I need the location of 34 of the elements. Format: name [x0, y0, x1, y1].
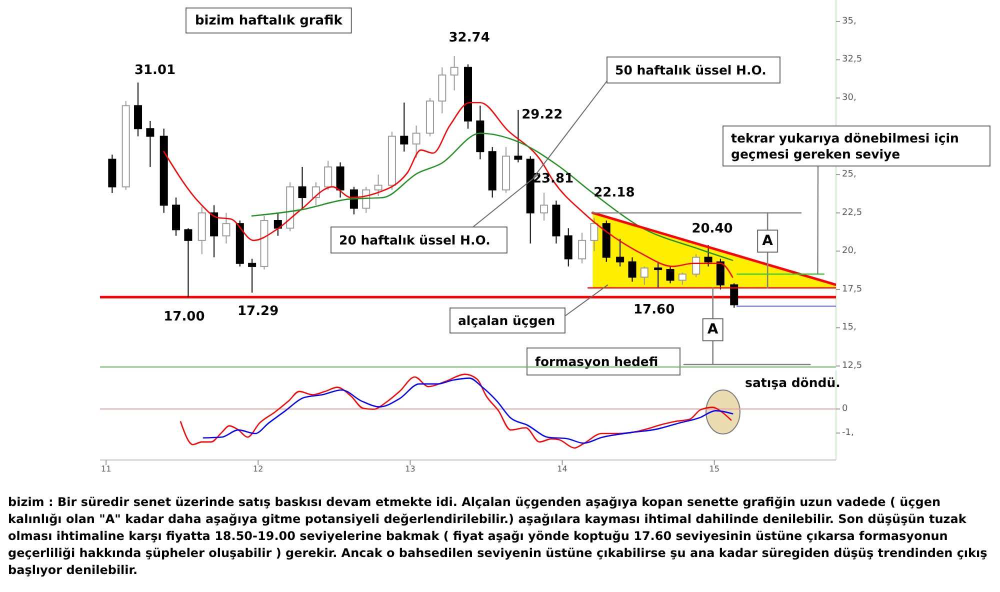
x-tick-label: 12: [253, 464, 264, 474]
annotation: 20.40: [692, 222, 733, 237]
y-tick-label: -1,: [842, 428, 854, 438]
annotation: 32.74: [448, 30, 490, 46]
x-tick-label: 13: [405, 464, 416, 474]
y-tick-label: 15,: [842, 322, 856, 333]
annotation: A: [707, 322, 718, 338]
y-tick-label: 35,: [842, 16, 856, 26]
annotation: 22.18: [594, 185, 635, 200]
annotation: satışa döndü.: [745, 375, 840, 390]
x-tick-label: 14: [557, 464, 568, 474]
annotation: 29.22: [522, 107, 563, 122]
y-tick-label: 22,5: [842, 208, 862, 218]
y-tick-label: 32,5: [842, 54, 862, 65]
y-tick-label: 17,5: [842, 284, 862, 294]
annotation: alçalan üçgen: [458, 313, 556, 328]
annotation: 17.60: [634, 302, 675, 318]
y-tick-label: 30,: [842, 93, 856, 104]
y-tick-label: 20,: [842, 246, 856, 256]
annotation: A: [762, 233, 774, 250]
x-tick-label: 11: [100, 464, 112, 474]
annotation: tekrar yukarıya dönebilmesi için geçmesi gereken seviye: [731, 130, 959, 162]
annotation: 17.29: [238, 304, 279, 320]
text: bizim haftalık grafik: [194, 14, 343, 28]
y-tick-label: 25,: [842, 170, 856, 180]
annotation: 20 haftalık üssel H.O.: [339, 232, 490, 248]
annotation: formasyon hedefi: [535, 354, 658, 369]
text: bizim : Bir süredir senet üzerinde satış baskısı devam etmekte idi. Alçalan üçgenden aşağıya kopan senette grafiğin uzun vadede ( üçgen kalınlığı olan "A" kadar daha aşağıya gitme potansiyeli değerlendirilebilir.) aşağılara kayması ihtimal dahilinde denilebilir. Son düşüşün tuzak olması ihtimaline karşı fiyatta 18.50-19.00 seviyelerine bakmak ( fiyat aşağı yönde koptuğu 17.60 seviyesinin üstüne çıkarsa formasyonun geçerliliği hakkında şüpheler oluşabilir ) gerekir. Ancak o bahsedilen seviyenin üstüne çıkabilirse şu ana kadar süregiden düşüş trendinden çıkış başlıyor denilebilir.: [8, 495, 988, 577]
x-tick-label: 15: [709, 464, 720, 474]
annotation: 31.01: [134, 63, 176, 78]
y-tick-label: 0: [842, 404, 848, 414]
annotation: 17.00: [164, 310, 205, 325]
y-tick-label: 12,5: [842, 361, 862, 371]
annotation: 50 haftalık üssel H.O.: [615, 62, 766, 78]
